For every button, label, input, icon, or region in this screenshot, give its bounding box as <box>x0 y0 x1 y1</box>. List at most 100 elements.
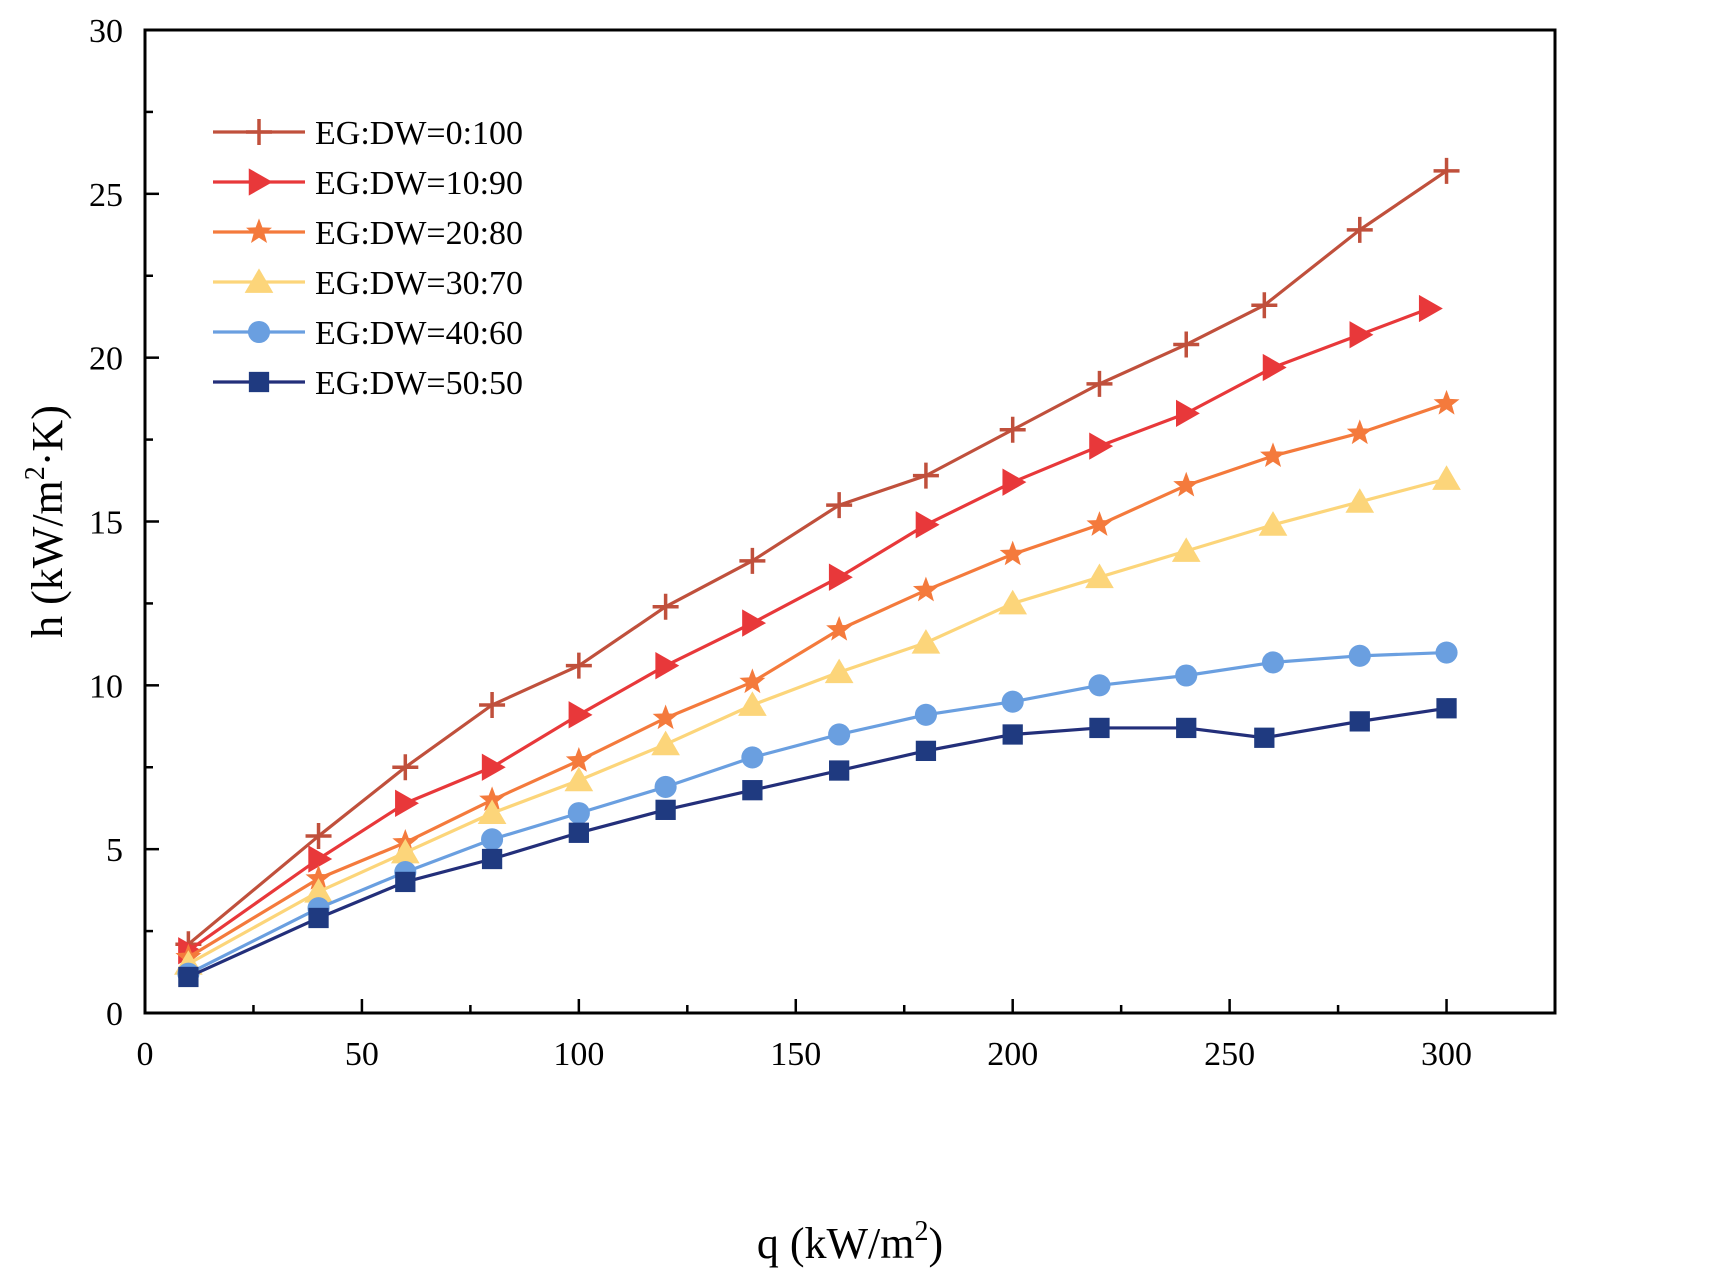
data-point-triangle-right <box>1002 468 1027 496</box>
data-point-circle <box>1435 641 1458 664</box>
y-axis-ticks: 0 5 10 15 20 25 30 <box>89 13 159 1033</box>
legend-label: EG:DW=30:70 <box>315 265 523 302</box>
data-point-plus <box>392 754 419 781</box>
y-tick-label: 15 <box>89 505 123 542</box>
data-point-square <box>568 822 589 843</box>
data-point-circle <box>481 828 504 851</box>
legend: EG:DW=0:100 EG:DW=10:90 EG:DW=20:80 EG:DW=3… <box>213 115 523 402</box>
data-point-triangle-up <box>1085 563 1114 589</box>
y-tick-label: 20 <box>89 341 123 378</box>
x-axis-title-end: ) <box>928 1219 943 1268</box>
data-point-star <box>739 668 766 694</box>
data-point-square <box>1176 717 1197 739</box>
y-axis-title-end: ·K) <box>23 405 72 466</box>
legend-item: EG:DW=50:50 <box>213 365 523 402</box>
legend-item: EG:DW=40:60 <box>213 315 523 352</box>
data-point-plus <box>246 119 272 145</box>
data-point-square <box>1349 711 1370 732</box>
data-point-circle <box>828 723 851 746</box>
data-point-star <box>1433 389 1460 415</box>
data-point-square <box>915 740 937 762</box>
legend-label: EG:DW=50:50 <box>315 365 523 402</box>
data-point-triangle-right <box>568 701 593 729</box>
y-tick-label: 5 <box>106 832 123 869</box>
data-point-square <box>1254 727 1275 748</box>
data-point-triangle-right <box>1262 353 1287 382</box>
data-point-circle <box>1088 674 1111 697</box>
series-1 <box>175 157 1460 958</box>
data-point-plus <box>1086 370 1113 397</box>
data-point-triangle-right <box>481 753 506 781</box>
data-point-triangle-right <box>1089 432 1114 460</box>
x-axis-title-main: q (kW/m <box>757 1219 915 1268</box>
legend-item: EG:DW=10:90 <box>213 165 523 202</box>
x-axis-title-superscript: 2 <box>914 1216 928 1247</box>
data-point-triangle-right <box>1418 294 1443 323</box>
data-point-square <box>1089 717 1110 739</box>
y-tick-label: 25 <box>89 177 123 214</box>
data-point-plus <box>826 492 853 519</box>
data-point-triangle-up <box>911 629 941 654</box>
data-point-triangle-up <box>998 589 1028 615</box>
data-point-star <box>1346 419 1373 445</box>
y-tick-label: 30 <box>89 13 123 50</box>
data-point-star <box>1173 471 1200 497</box>
data-point-circle <box>741 746 764 769</box>
data-point-circle <box>654 775 677 798</box>
data-point-square <box>1436 698 1457 719</box>
data-point-plus <box>739 547 766 574</box>
data-point-star <box>1086 511 1113 536</box>
data-point-plus <box>1346 216 1373 243</box>
data-point-star <box>479 786 506 812</box>
data-point-square <box>248 371 270 393</box>
data-point-star <box>826 615 853 641</box>
series-6 <box>178 698 1457 988</box>
data-point-triangle-up <box>390 838 420 864</box>
legend-label: EG:DW=40:60 <box>315 315 523 352</box>
data-point-plus <box>912 462 939 489</box>
data-point-square <box>481 848 503 870</box>
data-point-plus <box>1173 331 1200 358</box>
data-point-triangle-right <box>1349 321 1374 349</box>
x-tick-label: 300 <box>1421 1036 1472 1073</box>
legend-item: EG:DW=0:100 <box>213 115 523 152</box>
data-point-triangle-up <box>824 658 854 684</box>
data-point-plus <box>305 823 332 850</box>
data-point-triangle-up <box>1258 511 1288 536</box>
data-point-circle <box>1261 651 1285 674</box>
series-4 <box>174 465 1461 975</box>
data-point-triangle-up <box>304 878 333 903</box>
legend-label: EG:DW=0:100 <box>315 115 523 152</box>
data-point-triangle-right <box>742 609 767 637</box>
x-tick-label: 250 <box>1204 1036 1255 1073</box>
data-point-triangle-right <box>1175 399 1200 428</box>
y-tick-label: 10 <box>89 668 123 705</box>
data-point-circle <box>567 802 590 825</box>
data-point-triangle-up <box>1171 537 1201 562</box>
x-tick-label: 0 <box>137 1036 154 1073</box>
data-point-star <box>652 704 679 730</box>
data-point-star <box>1260 442 1286 468</box>
data-point-circle <box>247 320 271 344</box>
data-point-triangle-right <box>308 845 333 873</box>
data-point-square <box>178 966 199 988</box>
y-axis-title: h (kW/m2·K) <box>20 405 72 638</box>
data-point-square <box>308 907 329 929</box>
data-point-triangle-right <box>828 563 853 591</box>
data-point-circle <box>914 703 937 726</box>
data-point-circle <box>1348 644 1371 667</box>
x-tick-label: 200 <box>987 1036 1038 1073</box>
data-point-triangle-up <box>564 766 594 792</box>
x-axis-title: q (kW/m2) <box>757 1216 943 1268</box>
data-point-triangle-up <box>477 799 507 825</box>
data-point-star <box>912 576 939 602</box>
data-point-square <box>742 780 763 801</box>
data-point-star <box>565 747 592 772</box>
data-point-plus <box>652 593 679 620</box>
series-line <box>187 650 1447 976</box>
data-point-triangle-up <box>1432 465 1461 490</box>
data-point-plus <box>479 691 506 718</box>
x-axis-ticks: 0 50 100 150 200 250 300 <box>137 999 1557 1073</box>
y-axis-title-superscript: 2 <box>20 466 51 480</box>
data-point-star <box>305 865 332 890</box>
